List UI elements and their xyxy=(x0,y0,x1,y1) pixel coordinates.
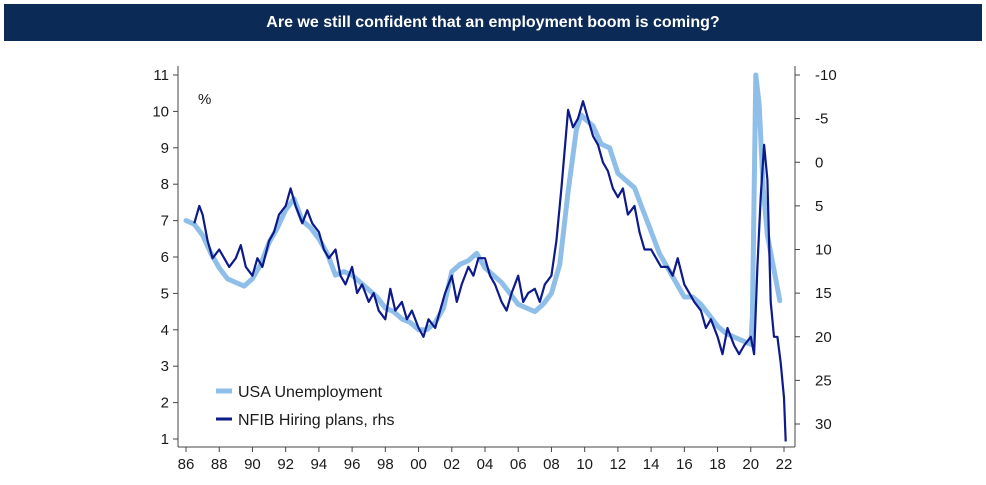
x-tick-label: 88 xyxy=(211,456,228,473)
y-right-tick-label: 10 xyxy=(815,242,832,259)
x-tick-label: 98 xyxy=(377,456,394,473)
y-left-tick-label: 9 xyxy=(161,140,169,157)
y-right-tick-label: 25 xyxy=(815,372,832,389)
x-tick-label: 04 xyxy=(477,456,494,473)
y-left-tick-label: 8 xyxy=(161,176,169,193)
y-right-tick-label: 15 xyxy=(815,285,832,302)
x-tick-label: 20 xyxy=(742,456,759,473)
x-tick-label: 96 xyxy=(344,456,361,473)
y-left-tick-label: 3 xyxy=(161,358,169,375)
series-line-unemployment xyxy=(183,72,783,347)
y-left-tick-label: 7 xyxy=(161,213,169,230)
y-right-tick-label: -10 xyxy=(815,67,837,84)
y-right-tick-label: 0 xyxy=(815,154,823,171)
x-tick-label: 00 xyxy=(410,456,427,473)
y-axis-left-label: % xyxy=(198,91,211,108)
x-tick-label: 92 xyxy=(277,456,294,473)
chart-title: Are we still confident that an employmen… xyxy=(266,13,720,31)
x-tick-label: 94 xyxy=(311,456,328,473)
y-left-tick-label: 4 xyxy=(161,322,169,339)
y-left-tick-label: 6 xyxy=(161,249,169,266)
y-left-tick-label: 11 xyxy=(153,67,169,84)
x-tick-label: 12 xyxy=(610,456,627,473)
x-tick-label: 10 xyxy=(576,456,593,473)
x-tick-label: 08 xyxy=(543,456,560,473)
chart-title-banner: Are we still confident that an employmen… xyxy=(4,4,982,41)
series-line-hiring xyxy=(193,100,787,442)
y-left-tick-label: 1 xyxy=(161,431,169,448)
x-tick-label: 22 xyxy=(776,456,793,473)
y-right-tick-label: -5 xyxy=(815,111,828,128)
y-right-tick-label: 20 xyxy=(815,329,832,346)
y-left-tick-label: 10 xyxy=(152,103,169,120)
x-tick-label: 16 xyxy=(676,456,693,473)
x-tick-label: 14 xyxy=(643,456,660,473)
x-tick-label: 18 xyxy=(709,456,726,473)
x-tick-label: 02 xyxy=(443,456,460,473)
y-right-tick-label: 5 xyxy=(815,198,823,215)
y-left-tick-label: 2 xyxy=(161,395,169,412)
x-tick-label: 86 xyxy=(178,456,195,473)
legend-label-hiring: NFIB Hiring plans, rhs xyxy=(238,412,395,429)
legend: USA Unemployment NFIB Hiring plans, rhs xyxy=(216,384,395,429)
y-right-tick-label: 30 xyxy=(815,416,832,433)
legend-label-unemployment: USA Unemployment xyxy=(238,384,383,401)
x-tick-label: 90 xyxy=(244,456,261,473)
x-tick-label: 06 xyxy=(510,456,527,473)
y-left-tick-label: 5 xyxy=(161,285,169,302)
